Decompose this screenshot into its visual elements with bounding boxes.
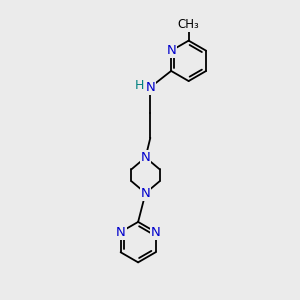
Text: N: N: [116, 226, 125, 238]
Text: N: N: [146, 81, 155, 94]
Text: N: N: [141, 187, 150, 200]
Text: N: N: [151, 226, 160, 238]
Text: N: N: [166, 44, 176, 57]
Text: N: N: [141, 151, 150, 164]
Text: CH₃: CH₃: [178, 18, 200, 31]
Text: H: H: [134, 79, 144, 92]
